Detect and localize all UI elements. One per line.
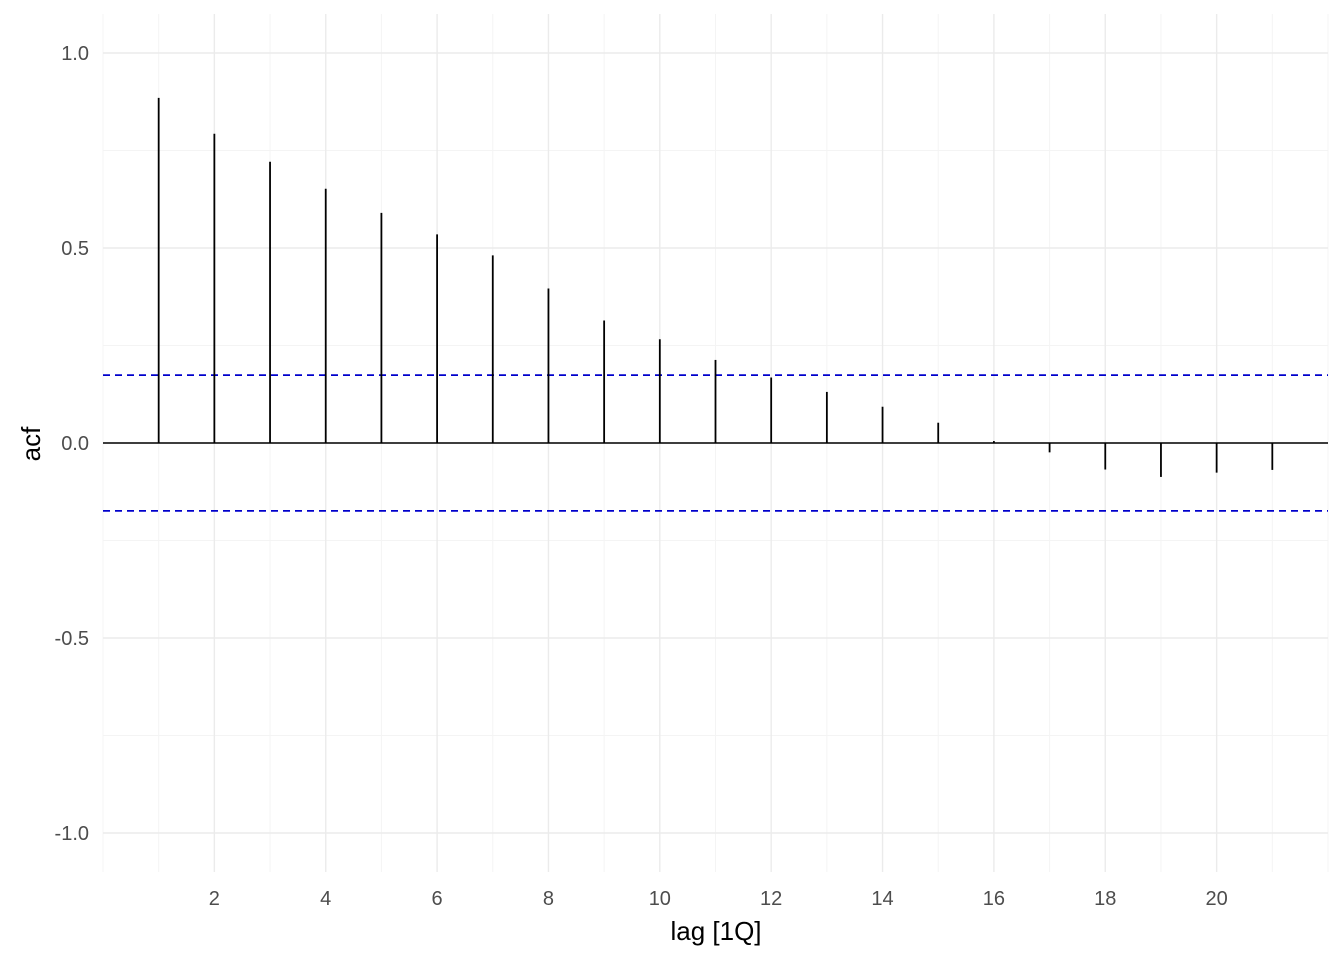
x-tick-label: 18 bbox=[1094, 888, 1116, 910]
x-tick-label: 4 bbox=[320, 888, 331, 910]
y-tick-label: 0.5 bbox=[61, 238, 89, 260]
y-axis-title: acf bbox=[16, 426, 46, 461]
y-axis-ticks: -1.0 -0.5 0.0 0.5 1.0 bbox=[55, 43, 89, 845]
x-tick-label: 8 bbox=[543, 888, 554, 910]
y-tick-label: -0.5 bbox=[55, 628, 89, 650]
x-tick-label: 10 bbox=[649, 888, 671, 910]
y-tick-label: 0.0 bbox=[61, 433, 89, 455]
x-tick-label: 16 bbox=[983, 888, 1005, 910]
y-tick-label: -1.0 bbox=[55, 823, 89, 845]
x-tick-label: 2 bbox=[209, 888, 220, 910]
x-axis-title: lag [1Q] bbox=[670, 916, 761, 946]
x-tick-label: 20 bbox=[1206, 888, 1228, 910]
acf-bars bbox=[157, 97, 1274, 477]
x-tick-label: 6 bbox=[432, 888, 443, 910]
x-tick-label: 12 bbox=[760, 888, 782, 910]
x-tick-label: 14 bbox=[871, 888, 893, 910]
x-axis-ticks: 2 4 6 8 10 12 14 16 18 20 bbox=[209, 888, 1228, 910]
y-tick-label: 1.0 bbox=[61, 43, 89, 65]
